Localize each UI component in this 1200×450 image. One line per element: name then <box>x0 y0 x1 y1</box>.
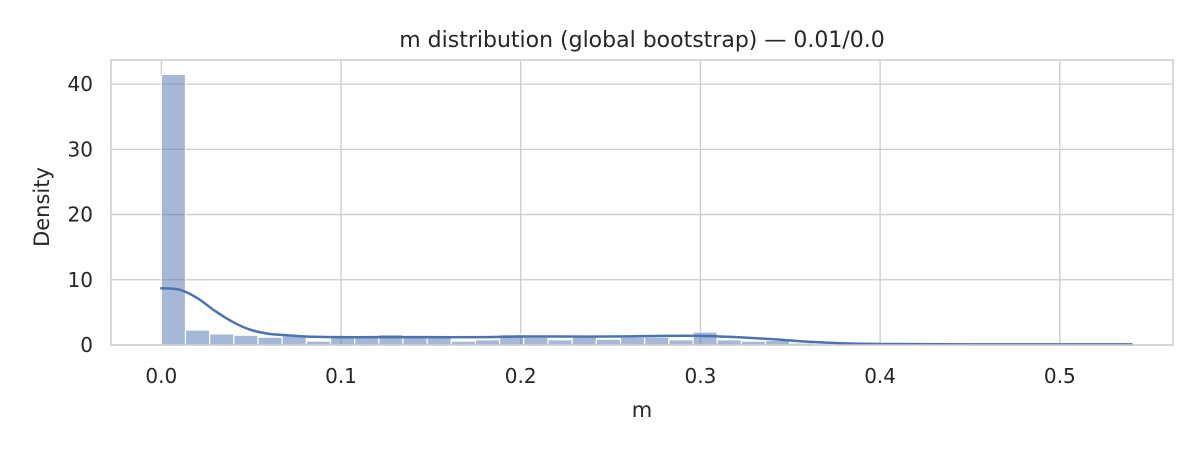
grid <box>111 60 1173 346</box>
histogram-bar <box>160 73 187 346</box>
histogram-bar <box>184 329 211 346</box>
plot-frame <box>110 59 1174 346</box>
x-tick-label: 0.5 <box>1044 364 1076 388</box>
histogram-bar <box>474 339 501 346</box>
histogram-bar <box>209 333 235 346</box>
histogram-bars <box>160 73 1129 346</box>
histogram-bar <box>644 336 670 346</box>
x-axis-label: m <box>632 398 652 422</box>
y-axis-ticks: 0 10 20 30 40 <box>68 72 93 357</box>
histogram-bar <box>692 331 718 346</box>
histogram-bar <box>619 336 646 346</box>
histogram-bar <box>571 336 597 346</box>
kde-line <box>160 287 1133 346</box>
y-tick-label: 30 <box>68 137 93 161</box>
histogram-bar <box>716 339 742 346</box>
x-tick-label: 0.1 <box>325 364 357 388</box>
chart-title: m distribution (global bootstrap) — 0.01… <box>399 28 885 53</box>
histogram-bar <box>668 339 694 346</box>
x-tick-label: 0.4 <box>864 364 896 388</box>
y-tick-label: 10 <box>68 268 93 292</box>
histogram-bar <box>233 334 259 346</box>
x-tick-label: 0.3 <box>684 364 716 388</box>
x-axis-ticks: 0.0 0.1 0.2 0.3 0.4 0.5 <box>145 364 1075 388</box>
y-tick-label: 40 <box>68 72 93 96</box>
x-tick-label: 0.0 <box>145 364 177 388</box>
histogram-bar <box>257 336 283 346</box>
y-tick-label: 20 <box>68 203 93 227</box>
x-tick-label: 0.2 <box>505 364 537 388</box>
histogram-bar <box>547 339 573 346</box>
y-tick-label: 0 <box>80 333 93 357</box>
histogram-bar <box>523 336 549 346</box>
histogram-bar <box>595 338 622 346</box>
y-axis-label: Density <box>30 167 54 247</box>
